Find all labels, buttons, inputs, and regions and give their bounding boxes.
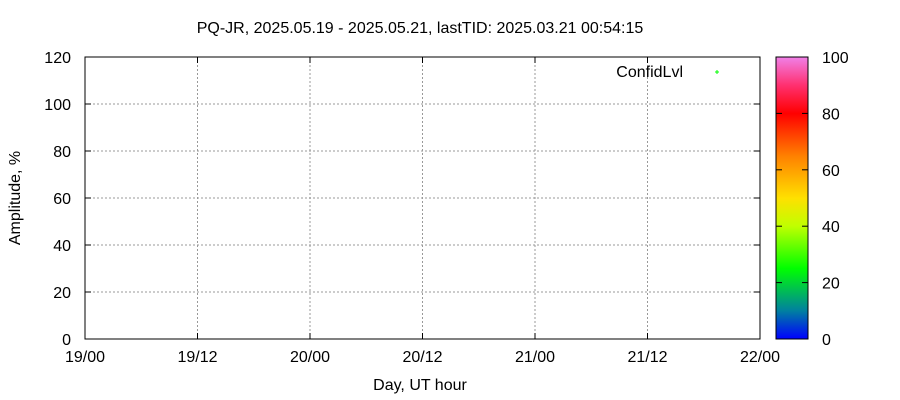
colorbar bbox=[775, 56, 809, 340]
legend: ConfidLvl bbox=[616, 64, 719, 81]
colorbar-tick-label: 60 bbox=[822, 163, 840, 180]
x-tick-label: 19/12 bbox=[177, 349, 217, 366]
y-tick-label: 60 bbox=[53, 191, 71, 208]
x-tick-label: 19/00 bbox=[65, 349, 105, 366]
y-tick-label: 80 bbox=[53, 144, 71, 161]
y-tick-label: 120 bbox=[44, 50, 71, 67]
x-tick-label: 20/00 bbox=[290, 349, 330, 366]
grid bbox=[85, 57, 760, 339]
y-tick-label: 0 bbox=[62, 332, 71, 349]
x-tick-label: 21/00 bbox=[515, 349, 555, 366]
chart-title: PQ-JR, 2025.05.19 - 2025.05.21, lastTID:… bbox=[197, 20, 644, 37]
colorbar-axis: 0 20 40 60 80 100 bbox=[776, 50, 849, 349]
colorbar-tick-label: 100 bbox=[822, 50, 849, 67]
y-axis-label: Amplitude, % bbox=[7, 151, 24, 245]
x-tick-label: 21/12 bbox=[627, 349, 667, 366]
x-axis-label: Day, UT hour bbox=[373, 377, 467, 394]
colorbar-tick-label: 0 bbox=[822, 332, 831, 349]
y-axis: 0 20 40 60 80 100 120 bbox=[44, 50, 760, 349]
y-tick-label: 20 bbox=[53, 285, 71, 302]
y-tick-label: 100 bbox=[44, 97, 71, 114]
x-axis: 19/00 19/12 20/00 20/12 21/00 21/12 22/00 bbox=[65, 57, 780, 366]
x-tick-label: 20/12 bbox=[402, 349, 442, 366]
colorbar-tick-label: 20 bbox=[822, 276, 840, 293]
legend-label: ConfidLvl bbox=[616, 64, 683, 81]
y-tick-label: 40 bbox=[53, 238, 71, 255]
legend-marker bbox=[715, 70, 719, 74]
x-tick-label: 22/00 bbox=[740, 349, 780, 366]
colorbar-tick-label: 40 bbox=[822, 219, 840, 236]
colorbar-tick-label: 80 bbox=[822, 106, 840, 123]
